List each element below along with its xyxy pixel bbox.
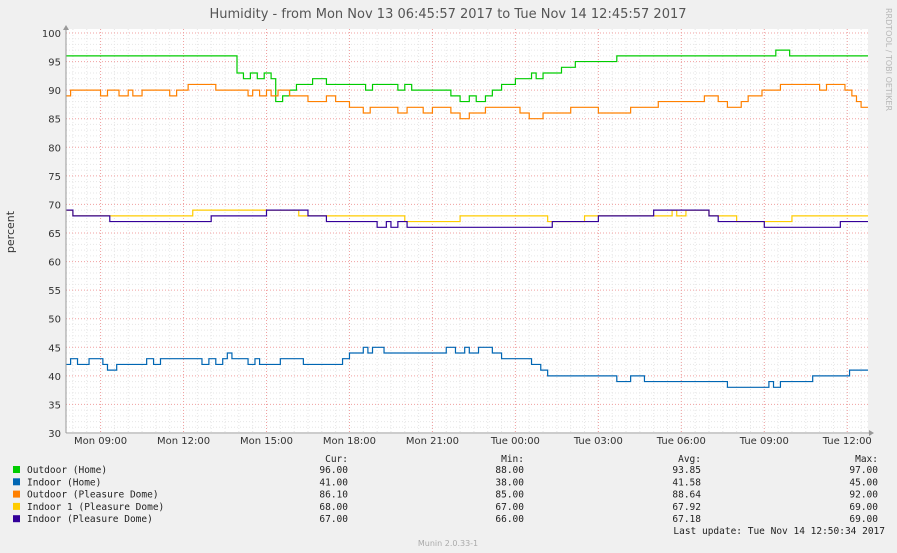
legend-series-name: Outdoor (Pleasure Dome) bbox=[27, 490, 159, 501]
y-tick-label: 45 bbox=[48, 343, 61, 354]
legend-value-min: 66.00 bbox=[495, 514, 524, 525]
legend-series-name: Indoor (Home) bbox=[27, 477, 101, 488]
legend-value-max: 45.00 bbox=[849, 477, 878, 488]
y-tick-label: 55 bbox=[48, 286, 61, 297]
legend-value-min: 88.00 bbox=[495, 465, 524, 476]
series-line bbox=[66, 209, 868, 223]
legend-series-name: Indoor 1 (Pleasure Dome) bbox=[27, 502, 164, 513]
y-tick-label: 40 bbox=[48, 372, 61, 383]
legend-header-max: Max: bbox=[855, 454, 878, 465]
legend-swatch bbox=[13, 515, 20, 523]
last-update: Last update: Tue Nov 14 12:50:34 2017 bbox=[673, 526, 885, 537]
legend-value-cur: 68.00 bbox=[319, 502, 348, 513]
legend-value-max: 97.00 bbox=[849, 465, 878, 476]
legend-value-avg: 93.85 bbox=[672, 465, 701, 476]
y-tick-label: 60 bbox=[48, 258, 61, 269]
y-tick-label: 75 bbox=[48, 172, 61, 183]
x-tick-label: Tue 06:00 bbox=[656, 436, 706, 447]
munin-version: Munin 2.0.33-1 bbox=[418, 539, 478, 548]
y-tick-label: 65 bbox=[48, 229, 61, 240]
legend-header-min: Min: bbox=[501, 454, 524, 465]
x-tick-label: Mon 12:00 bbox=[157, 436, 210, 447]
legend-value-max: 69.00 bbox=[849, 502, 878, 513]
legend-value-cur: 86.10 bbox=[319, 490, 348, 501]
x-tick-label: Tue 00:00 bbox=[490, 436, 540, 447]
y-axis-label: percent bbox=[4, 210, 17, 253]
y-tick-label: 85 bbox=[48, 115, 61, 126]
y-tick-label: 95 bbox=[48, 58, 61, 69]
chart-title: Humidity - from Mon Nov 13 06:45:57 2017… bbox=[209, 7, 686, 22]
legend-swatch bbox=[13, 478, 20, 486]
x-tick-label: Tue 09:00 bbox=[739, 436, 789, 447]
x-tick-label: Mon 09:00 bbox=[74, 436, 127, 447]
grid-lines bbox=[66, 29, 868, 433]
legend-value-cur: 96.00 bbox=[319, 465, 348, 476]
plot-area bbox=[66, 29, 868, 434]
y-tick-label: 50 bbox=[48, 315, 61, 326]
axes: 30 35 40 45 50 55 60 65 70 75 80 85 90 95 100 Mon 09:00… bbox=[42, 25, 874, 447]
legend-value-avg: 67.18 bbox=[672, 514, 701, 525]
x-axis-arrow bbox=[869, 430, 874, 436]
legend-value-avg: 41.58 bbox=[672, 477, 701, 488]
legend-value-min: 67.00 bbox=[495, 502, 524, 513]
x-tick-label: Tue 03:00 bbox=[573, 436, 623, 447]
legend-value-min: 38.00 bbox=[495, 477, 524, 488]
legend-header-avg: Avg: bbox=[678, 454, 701, 465]
legend-header-cur: Cur: bbox=[325, 454, 348, 465]
legend-value-cur: 41.00 bbox=[319, 477, 348, 488]
legend-swatch bbox=[13, 466, 20, 473]
legend-value-avg: 88.64 bbox=[672, 490, 701, 501]
legend-swatch bbox=[13, 490, 20, 498]
legend-value-min: 85.00 bbox=[495, 490, 524, 501]
x-tick-label: Mon 18:00 bbox=[323, 436, 376, 447]
legend-value-avg: 67.92 bbox=[672, 502, 701, 513]
legend-value-max: 92.00 bbox=[849, 490, 878, 501]
rrdtool-credit: RRDTOOL / TOBI OETIKER bbox=[884, 8, 893, 111]
series-line bbox=[66, 49, 868, 103]
y-tick-label: 30 bbox=[48, 429, 61, 440]
legend-series-name: Outdoor (Home) bbox=[27, 465, 107, 476]
x-tick-label: Mon 21:00 bbox=[406, 436, 459, 447]
legend-swatch bbox=[13, 502, 20, 510]
x-tick-label: Tue 12:00 bbox=[822, 436, 872, 447]
y-tick-label: 80 bbox=[48, 143, 61, 154]
series-line bbox=[66, 83, 868, 120]
y-tick-label: 70 bbox=[48, 200, 61, 211]
legend-value-cur: 67.00 bbox=[319, 514, 348, 525]
legend: Cur: Min: Avg: Max: Outdoor (Home) 96.00 88.00… bbox=[13, 454, 878, 525]
series-line bbox=[66, 346, 868, 388]
series-line bbox=[66, 209, 868, 228]
y-tick-label: 90 bbox=[48, 86, 61, 97]
x-tick-label: Mon 15:00 bbox=[240, 436, 293, 447]
legend-series-name: Indoor (Pleasure Dome) bbox=[27, 514, 153, 525]
y-tick-label: 35 bbox=[48, 400, 61, 411]
legend-value-max: 69.00 bbox=[849, 514, 878, 525]
y-tick-label: 100 bbox=[42, 29, 61, 40]
series-lines bbox=[66, 49, 868, 388]
y-axis-arrow bbox=[63, 25, 69, 30]
